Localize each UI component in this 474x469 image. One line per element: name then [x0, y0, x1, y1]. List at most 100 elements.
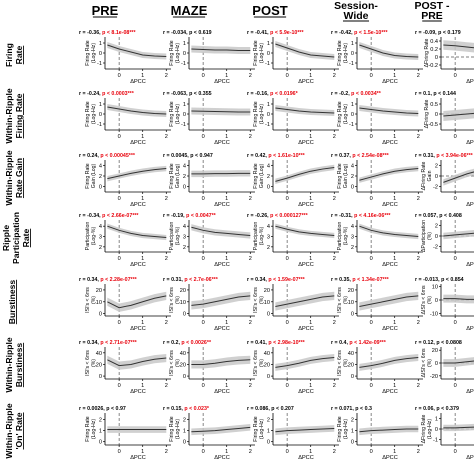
- panel-stat-r: r = -0.2,: [331, 91, 351, 97]
- x-tick-label: 2: [165, 256, 168, 262]
- y-axis-label: Firing Rate(Log-Hz): [253, 416, 265, 441]
- y-axis-label-line: ΔISI's < 6ms: [421, 348, 427, 378]
- x-tick-label: 0: [118, 320, 121, 326]
- y-axis-label: Firing Rate(Log-Hz): [253, 40, 265, 65]
- y-tick-label: 0: [351, 374, 354, 380]
- x-tick-label: 1: [393, 73, 396, 79]
- y-tick-label: -10: [430, 311, 438, 317]
- y-axis-label: ISI's < 6ms(%): [169, 287, 181, 313]
- confidence-band: [359, 291, 419, 311]
- panel-stat-stars: ***: [299, 277, 306, 283]
- panel: r = -0.19, p < 0.0047** 4 3 2 0 1 2 ΔPCC Partici…: [163, 213, 255, 268]
- confidence-band: [359, 425, 419, 436]
- x-tick-label: 0: [286, 449, 289, 455]
- y-axis-label-line: ΔISI's < 6ms: [421, 285, 427, 315]
- y-tick-label: 0: [435, 361, 438, 367]
- y-tick-label: 0.2: [430, 47, 438, 53]
- panel-stat-stars: **: [377, 91, 382, 97]
- y-axis-label-line: (Log-Hz): [427, 419, 433, 439]
- y-axis-label-line: Firing Rate: [169, 163, 175, 188]
- y-tick-label: 20: [264, 288, 270, 294]
- y-tick-label: 20: [180, 362, 186, 368]
- y-tick-label: 2: [183, 245, 186, 251]
- y-tick-label: 20: [348, 362, 354, 368]
- y-tick-label: 0: [351, 185, 354, 191]
- y-tick-label: 2: [351, 245, 354, 251]
- y-axis-label-line: (Log-Hz): [91, 419, 97, 439]
- panel-stat: r = -0.013, p < 0.854: [415, 277, 464, 283]
- panel-stat-r: r = 0.37,: [331, 153, 352, 159]
- y-tick-label: 0: [183, 51, 186, 57]
- panel: r = 0.4, p < 1.42e-09*** 40 20 0 0 1 2 ΔPCC ISI'…: [331, 340, 423, 395]
- y-tick-label: 0.4: [430, 39, 438, 45]
- x-tick-label: 2: [333, 383, 336, 389]
- y-axis-label: ΔParticipation(%): [421, 220, 433, 252]
- x-tick-label: 1: [225, 449, 228, 455]
- panel-stat-p: p < 0.619: [189, 30, 212, 36]
- y-axis-label: ΔFiring Rate: [424, 99, 430, 128]
- x-tick-label: 0: [454, 256, 457, 262]
- row-label-line: Within-Ripple: [4, 403, 14, 459]
- y-tick-label: 0: [267, 51, 270, 57]
- x-tick-label: 1: [141, 320, 144, 326]
- y-axis-label: ISI's < 6ms(%): [85, 350, 97, 376]
- panel-stat-r: r = -0.41,: [247, 30, 270, 36]
- x-tick-label: 2: [417, 196, 420, 202]
- panel: r = 0.0045, p < 0.947 4 2 0 0 1 2 ΔPCC Firing Ra…: [163, 153, 255, 208]
- panel-stat-p: p < 1.61e-10: [268, 153, 298, 159]
- y-axis-label-line: ΔFiring Rate: [424, 99, 430, 128]
- confidence-band: [443, 168, 474, 186]
- y-axis-label-line: ISI's < 6ms: [85, 350, 91, 376]
- y-axis-label: Firing Rate(Log-Hz): [169, 416, 181, 441]
- y-axis-label-line: (Log-Hz): [259, 104, 265, 124]
- x-axis-label: ΔPCC: [466, 455, 474, 461]
- confidence-band: [275, 353, 335, 371]
- panel-stat: r = 0.34, p < 2.28e-07***: [79, 277, 138, 283]
- y-tick-label: 0: [99, 112, 102, 118]
- x-axis-label: ΔPCC: [130, 389, 146, 395]
- panel: r = -0.013, p < 0.854100-10012ΔPCCΔISI's…: [415, 277, 474, 332]
- panel-stat-p: p < 2.28e-07: [100, 277, 130, 283]
- y-tick-label: 1: [267, 429, 270, 435]
- y-tick-label: 4: [351, 224, 354, 230]
- series-line: [443, 112, 474, 117]
- panel-stat-r: r = -0.26,: [247, 213, 270, 219]
- x-tick-label: 1: [393, 449, 396, 455]
- series-line: [359, 168, 419, 181]
- panel-stat: r = -0.063, p < 0.355: [163, 91, 212, 97]
- panel-stat-p: p < 0.3: [355, 406, 372, 412]
- y-axis-label-line: (Log-%): [343, 227, 349, 246]
- y-tick-label: 0: [351, 440, 354, 446]
- y-axis-label-line: ΔFiring Rate: [421, 414, 427, 443]
- panel-stat-stars: **: [207, 340, 212, 346]
- y-tick-label: 1: [351, 102, 354, 108]
- panel-stat-r: r = 0.071,: [331, 406, 355, 412]
- y-axis-label-line: (%): [91, 296, 97, 304]
- x-tick-label: 2: [165, 73, 168, 79]
- x-axis-label: ΔPCC: [214, 389, 230, 395]
- row-label-line: Burstiness: [14, 343, 24, 388]
- panel: r = 0.12, p < 0.0808200-20012ΔPCCΔISI's …: [415, 340, 474, 395]
- y-tick-label: 10: [264, 300, 270, 306]
- x-tick-label: 0: [286, 320, 289, 326]
- panel-stat-p: p < 3.94e-06: [436, 153, 466, 159]
- series-line: [443, 232, 474, 237]
- y-axis-label: Firing Rate(Log-Hz): [85, 40, 97, 65]
- series-line: [443, 298, 474, 300]
- column-title-line: Wide: [344, 10, 369, 22]
- y-axis-label-line: Firing Rate: [253, 416, 259, 441]
- series-line: [275, 166, 335, 182]
- column-title-line: PRE: [421, 10, 443, 22]
- x-axis-label: ΔPCC: [382, 202, 398, 208]
- x-tick-label: 2: [417, 256, 420, 262]
- y-axis-label-line: Participation: [85, 222, 91, 251]
- y-axis-label-line: Gain (Log): [343, 163, 349, 188]
- y-axis-label-line: (%): [259, 359, 265, 367]
- y-tick-label: -1: [181, 61, 186, 67]
- y-tick-label: 2: [99, 174, 102, 180]
- x-axis-label: ΔPCC: [214, 455, 230, 461]
- y-axis-label-line: ΔFiring Rate: [424, 38, 430, 67]
- panel-stat-stars: ***: [131, 277, 138, 283]
- panel-stat: r = 0.15, p < 0.023*: [163, 406, 210, 412]
- y-tick-label: 0: [435, 112, 438, 118]
